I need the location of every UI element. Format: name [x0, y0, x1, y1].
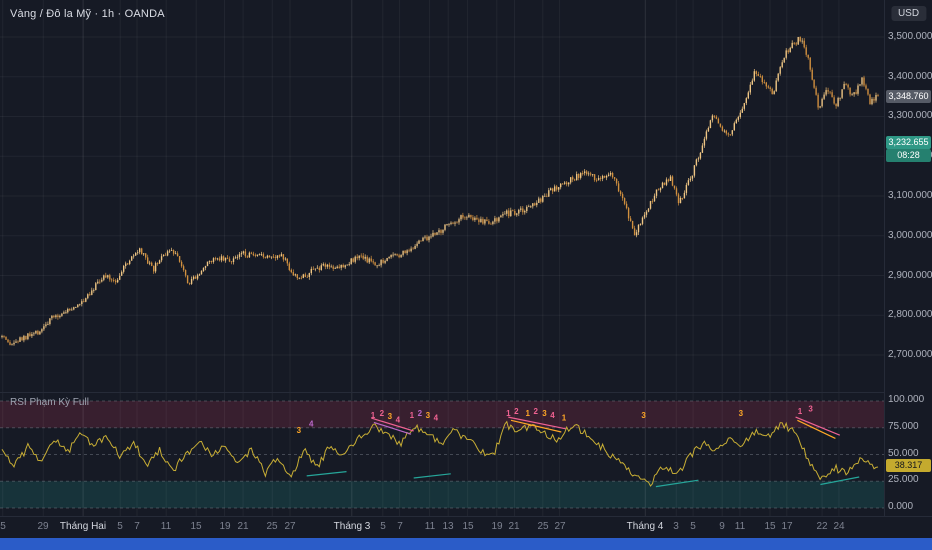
svg-text:2: 2 [418, 409, 423, 418]
svg-text:1: 1 [410, 411, 415, 420]
time-axis-label: 9 [719, 521, 725, 532]
time-axis-label: 24 [833, 521, 845, 532]
time-axis-label: 7 [134, 521, 140, 532]
svg-text:4: 4 [434, 413, 439, 422]
time-axis-month-label: Tháng Hai [59, 521, 107, 532]
time-axis-label: 19 [491, 521, 503, 532]
time-axis-label: 25 [537, 521, 549, 532]
price-axis-label: 2,900.000 [888, 270, 932, 281]
time-axis-month-label: Tháng 3 [333, 521, 371, 532]
price-axis-label: 2,700.000 [888, 349, 932, 360]
rsi-axis-label: 50.000 [888, 448, 919, 459]
rsi-chart: 341 2 3 4 1 2 3 4 1 2 1 2 3 4 1 3 3 1 3 [0, 393, 884, 516]
time-axis-label: 5 [380, 521, 386, 532]
price-axis-label: 3,000.000 [888, 230, 932, 241]
time-axis-label: 13 [442, 521, 454, 532]
svg-text:1: 1 [562, 413, 567, 422]
time-axis-label: 27 [554, 521, 566, 532]
price-axis-label: 3,300.000 [888, 110, 932, 121]
time-axis-label: 5 [690, 521, 696, 532]
currency-unit-button[interactable]: USD [890, 6, 927, 21]
svg-text:3: 3 [641, 411, 646, 420]
time-axis-label: 11 [160, 521, 172, 532]
time-axis-label: 5 [117, 521, 123, 532]
current-price-badge: 3,232.655 [886, 136, 931, 149]
svg-text:2: 2 [380, 409, 385, 418]
svg-text:3: 3 [808, 405, 813, 414]
rsi-value-badge: 38.317 [886, 459, 931, 472]
time-axis-label: 5 [0, 521, 6, 532]
time-axis-label: 22 [816, 521, 828, 532]
svg-text:4: 4 [309, 420, 314, 429]
time-axis[interactable]: 5 29 Tháng Hai 5 7 11 15 19 21 25 27 Tháng 3 5 7 11 13 1… [0, 516, 932, 538]
svg-text:1: 1 [506, 409, 511, 418]
time-axis-label: 27 [284, 521, 296, 532]
time-axis-label: 25 [266, 521, 278, 532]
svg-text:1: 1 [525, 409, 530, 418]
price-chart-pane[interactable]: Vàng / Đô la Mỹ · 1h · OANDA [0, 0, 884, 392]
svg-text:1: 1 [371, 411, 376, 420]
candlestick-chart [0, 0, 884, 392]
svg-text:1: 1 [798, 407, 803, 416]
time-axis-month-label: Tháng 4 [626, 521, 664, 532]
price-axis-label: 3,500.000 [888, 31, 932, 42]
svg-text:3: 3 [739, 409, 744, 418]
price-axis-label: 2,800.000 [888, 309, 932, 320]
time-axis-label: 11 [734, 521, 746, 532]
time-axis-label: 15 [764, 521, 776, 532]
svg-text:2: 2 [514, 407, 519, 416]
svg-text:4: 4 [396, 415, 401, 424]
rsi-axis-label: 0.000 [888, 501, 914, 512]
time-axis-label: 15 [462, 521, 474, 532]
time-axis-label: 21 [237, 521, 249, 532]
rsi-axis-label: 25.000 [888, 474, 919, 485]
time-axis-label: 3 [673, 521, 679, 532]
price-axis[interactable]: USD 3,348.760 3,232.655 08:28 38.317 2,7… [884, 0, 932, 516]
taskbar[interactable] [0, 538, 932, 550]
time-axis-label: 29 [37, 521, 49, 532]
time-axis-label: 15 [190, 521, 202, 532]
svg-text:3: 3 [388, 412, 393, 421]
rsi-axis-label: 75.000 [888, 421, 919, 432]
time-axis-label: 21 [508, 521, 520, 532]
time-axis-label: 17 [781, 521, 793, 532]
rsi-indicator-label[interactable]: RSI Phạm Kỳ Full [10, 397, 89, 408]
svg-text:3: 3 [297, 426, 302, 435]
svg-text:3: 3 [542, 409, 547, 418]
price-axis-label: 3,400.000 [888, 71, 932, 82]
time-axis-label: 19 [219, 521, 231, 532]
time-axis-label: 7 [397, 521, 403, 532]
time-axis-label: 11 [424, 521, 436, 532]
last-price-badge: 3,348.760 [886, 90, 931, 103]
bar-countdown-badge: 08:28 [886, 149, 931, 162]
svg-text:2: 2 [533, 407, 538, 416]
rsi-axis-label: 100.000 [888, 394, 925, 405]
svg-text:4: 4 [550, 411, 555, 420]
svg-text:3: 3 [426, 411, 431, 420]
symbol-legend[interactable]: Vàng / Đô la Mỹ · 1h · OANDA [10, 8, 165, 20]
price-axis-label: 3,100.000 [888, 190, 932, 201]
